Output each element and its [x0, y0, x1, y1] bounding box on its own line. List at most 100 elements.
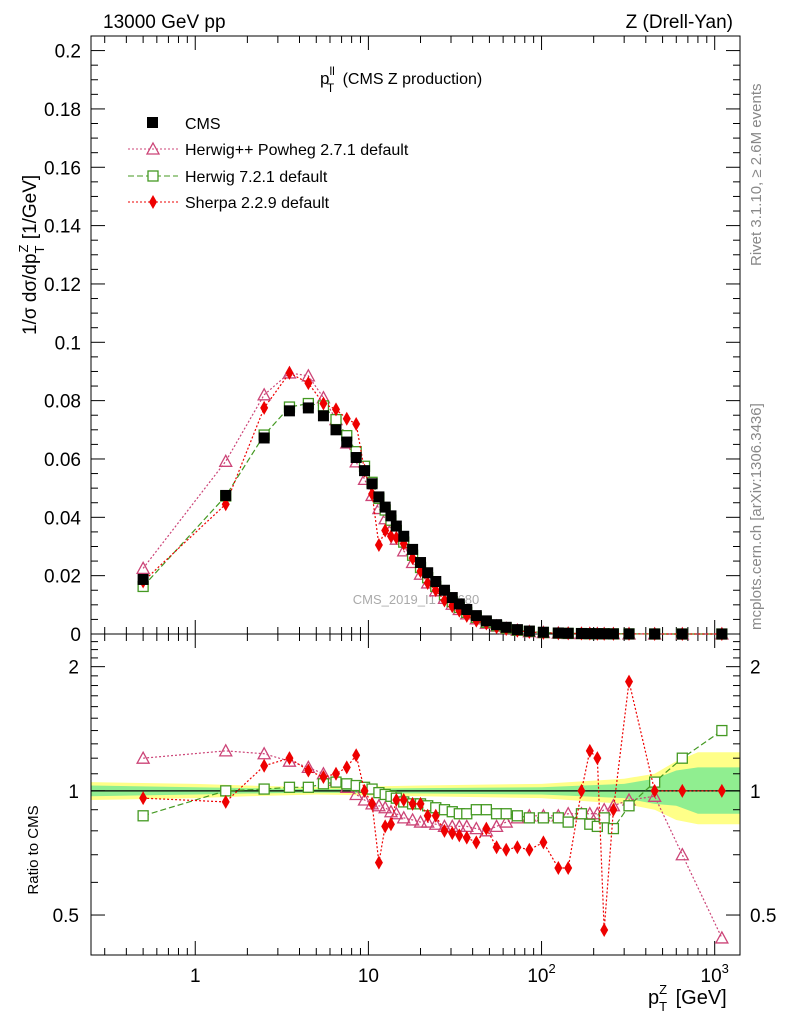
header-left: 13000 GeV pp [103, 12, 226, 33]
main-point-cms [390, 520, 402, 532]
ratio-point-herwig-7-2-1-default [562, 816, 574, 828]
ratio-point-sherpa-2-2-9-default [285, 751, 294, 766]
ratio-point-herwig-powheg-2-7-1-default [371, 798, 387, 812]
ratio-point-sherpa-2-2-9-default [304, 763, 313, 778]
main-point-sherpa-2-2-9-default [374, 538, 383, 553]
ratio-point-sherpa-2-2-9-default [368, 796, 377, 811]
main-point-cms [552, 627, 564, 639]
ratio-frame [90, 633, 741, 956]
ratio-point-sherpa-2-2-9-default [650, 783, 659, 798]
ratio-point-sherpa-2-2-9-default [625, 674, 634, 689]
rivet-label: Rivet 3.1.10, ≥ 2.6M events [748, 84, 765, 267]
main-point-cms [676, 628, 688, 640]
ratio-point-sherpa-2-2-9-default [525, 842, 534, 857]
ratio-point-sherpa-2-2-9-default [539, 835, 548, 850]
main-point-cms [407, 543, 419, 555]
ratio-point-sherpa-2-2-9-default [554, 861, 563, 876]
ratio-point-herwig-7-2-1-default [220, 785, 232, 797]
x-tick-label-base: 1 [190, 966, 201, 987]
ratio-point-herwig-7-2-1-default [258, 783, 270, 795]
main-point-cms [359, 465, 371, 477]
ratio-point-sherpa-2-2-9-default [342, 760, 351, 775]
main-point-cms [584, 628, 596, 640]
ratio-point-herwig-7-2-1-default [500, 808, 512, 820]
main-point-cms [446, 592, 458, 604]
mcplots-label: mcplots.cern.ch [arXiv:1306.3436] [748, 403, 765, 630]
main-point-cms [470, 610, 482, 622]
x-tick-label: 102 [527, 961, 555, 987]
ratio-y-tick-label: 2 [68, 658, 79, 679]
main-point-sherpa-2-2-9-default [386, 529, 395, 544]
x-tick-label-base: 10 [527, 966, 548, 987]
ratio-point-herwig-7-2-1-default [283, 781, 296, 793]
ratio-point-sherpa-2-2-9-default [360, 783, 369, 798]
xlabel-sub: T [659, 999, 667, 1014]
x-tick-label-base: 10 [358, 966, 379, 987]
ratio-point-sherpa-2-2-9-default [381, 819, 390, 834]
main-point-cms [491, 619, 503, 631]
xlabel: pZ T [GeV] [648, 982, 727, 1014]
ratio-point-herwig-powheg-2-7-1-default [378, 800, 393, 814]
x-tick-label: 103 [701, 961, 729, 987]
main-point-sherpa-2-2-9-default [352, 416, 361, 431]
ratio-point-herwig-powheg-2-7-1-default [257, 746, 272, 760]
ratio-point-herwig-7-2-1-default [676, 752, 688, 764]
main-point-sherpa-2-2-9-default [342, 411, 351, 426]
main-y-tick-label: 0.18 [44, 100, 81, 121]
ratio-point-sherpa-2-2-9-default [408, 796, 417, 811]
ratio-point-herwig-7-2-1-default [461, 808, 473, 820]
ratio-point-herwig-powheg-2-7-1-default [489, 819, 504, 833]
main-y-tick-label: 0.02 [44, 567, 81, 588]
plot-title-sup: ll [329, 64, 334, 78]
ratio-point-sherpa-2-2-9-default [260, 758, 269, 773]
main-ylabel-sub: T [32, 245, 47, 253]
main-point-sherpa-2-2-9-default [285, 365, 294, 380]
plot-title-main: p [320, 69, 329, 88]
main-point-herwig-powheg-2-7-1-default [396, 543, 411, 557]
main-point-cms [562, 627, 574, 639]
plot-title: pll T (CMS Z production) [320, 64, 482, 95]
main-y-tick-label: 0.04 [44, 508, 81, 529]
ratio-point-herwig-powheg-2-7-1-default [428, 816, 443, 830]
legend-herwig721-label: Herwig 7.2.1 default [185, 169, 328, 186]
ratio-point-sherpa-2-2-9-default [374, 855, 383, 870]
main-point-sherpa-2-2-9-default [319, 396, 328, 411]
ratio-point-herwig-7-2-1-default [623, 800, 635, 812]
ratio-point-sherpa-2-2-9-default [440, 823, 449, 838]
main-point-cms [415, 557, 427, 569]
ratio-point-herwig-7-2-1-default [552, 812, 564, 824]
plot-title-sub: T [327, 81, 335, 95]
ratio-point-herwig-7-2-1-default [537, 812, 550, 824]
ratio-point-sherpa-2-2-9-default [448, 826, 457, 841]
main-point-cms [341, 436, 353, 448]
ratio-point-sherpa-2-2-9-default [399, 793, 408, 808]
ratio-point-herwig-powheg-2-7-1-default [469, 821, 484, 835]
main-point-cms [453, 598, 465, 610]
main-point-cms [220, 489, 232, 501]
xlabel-main: p [648, 987, 659, 1009]
main-point-cms [317, 410, 329, 422]
ratio-point-sherpa-2-2-9-default [502, 842, 511, 857]
main-point-cms [523, 625, 535, 637]
main-point-cms [422, 567, 434, 579]
main-ylabel-main: 1/σ dσ/dp [20, 253, 41, 335]
legend-sherpa-label: Sherpa 2.2.9 default [185, 195, 330, 212]
ratio-point-sherpa-2-2-9-default [492, 840, 501, 855]
x-tick-label-base: 10 [701, 966, 722, 987]
main-point-sherpa-2-2-9-default [304, 376, 313, 391]
main-point-sherpa-2-2-9-default [423, 575, 432, 590]
main-point-sherpa-2-2-9-default [381, 523, 390, 538]
ratio-point-herwig-powheg-2-7-1-default [647, 788, 662, 802]
legend: CMS Herwig++ Powheg 2.7.1 default Herwig… [128, 116, 409, 212]
main-y-tick-label: 0.2 [55, 42, 81, 63]
ratio-point-sherpa-2-2-9-default [577, 783, 586, 798]
ratio-y-tick-label: 0.5 [53, 906, 79, 927]
ratio-point-herwig-7-2-1-default [302, 781, 315, 793]
ratio-point-sherpa-2-2-9-default [678, 783, 687, 798]
ratio-point-sherpa-2-2-9-default [462, 830, 471, 845]
ratio-point-herwig-powheg-2-7-1-default [413, 814, 428, 828]
ratio-point-sherpa-2-2-9-default [221, 794, 230, 809]
ratio-point-herwig-7-2-1-default [591, 820, 603, 833]
main-y-tick-label: 0.1 [55, 333, 81, 354]
ratio-point-herwig-powheg-2-7-1-default [499, 814, 514, 828]
